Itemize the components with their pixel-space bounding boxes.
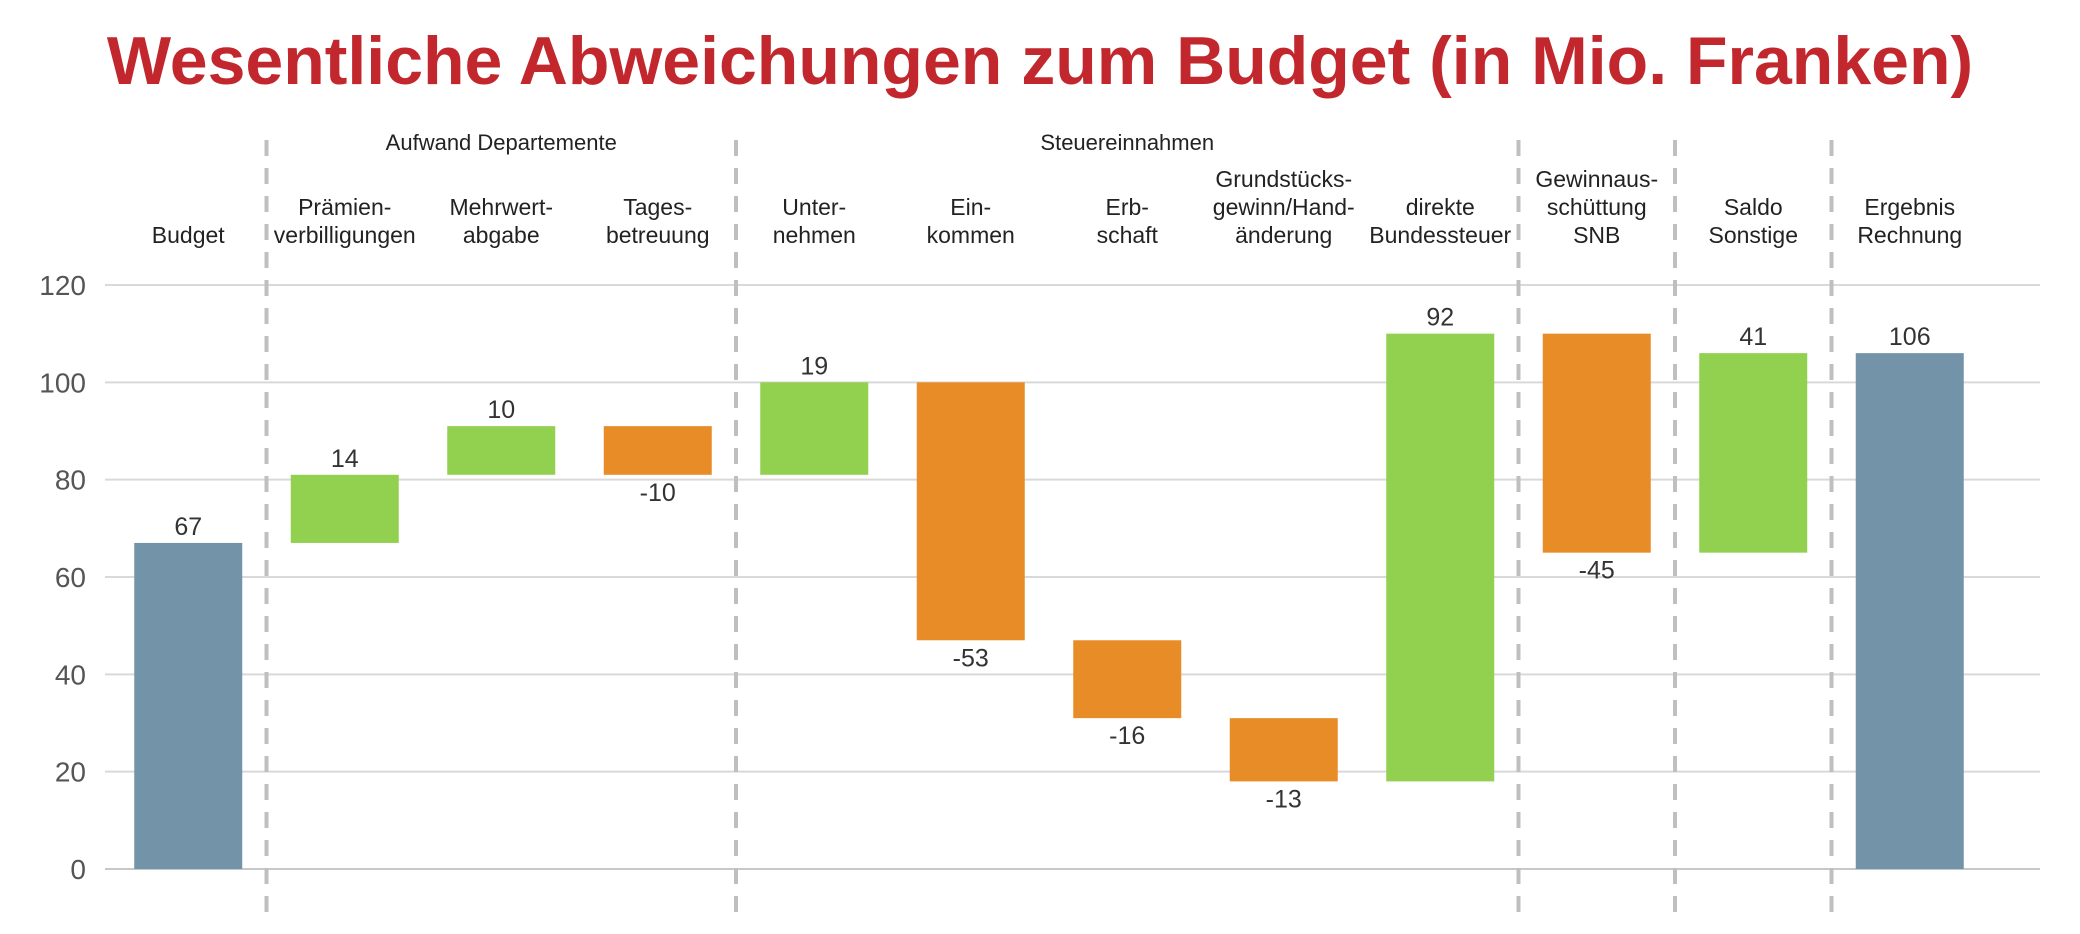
data-label-1: 14: [331, 445, 359, 473]
bar-0: [134, 542, 243, 869]
chart-title: Wesentliche Abweichungen zum Budget (in …: [106, 23, 1974, 99]
category-label-line: Tages-: [623, 194, 692, 220]
data-label-7: -13: [1266, 785, 1302, 813]
category-label-line: SNB: [1573, 222, 1620, 248]
y-tick-label: 40: [55, 659, 86, 690]
data-label-2: 10: [487, 396, 515, 424]
category-label-line: Rechnung: [1857, 222, 1962, 248]
category-label-line: Prämien-: [298, 194, 391, 220]
bar-8: [1386, 333, 1495, 782]
bars: [134, 333, 1964, 870]
y-tick-label: 20: [55, 757, 86, 788]
data-label-9: -45: [1579, 557, 1615, 585]
category-label-3: Tages-betreuung: [606, 194, 710, 248]
group-dividers: [264, 140, 1834, 922]
bar-10: [1699, 353, 1808, 553]
bar-2: [447, 426, 556, 475]
category-label-4: Unter-nehmen: [773, 194, 856, 248]
category-label-11: Ergebnis Rechnung: [1857, 194, 1962, 248]
data-label-11: 106: [1889, 323, 1931, 351]
category-label-line: Erb-: [1106, 194, 1149, 220]
bar-11: [1855, 353, 1964, 870]
data-label-0: 67: [174, 513, 202, 541]
category-label-5: Ein-kommen: [927, 194, 1015, 248]
category-label-line: Ein-: [950, 194, 991, 220]
category-label-line: Unter-: [782, 194, 846, 220]
category-label-line: Grundstücks-: [1215, 166, 1352, 192]
data-labels: 67 14 10 -10 19 -53 -16 -13 92 -45 41 106: [174, 304, 1930, 814]
category-label-line: schaft: [1097, 222, 1159, 248]
data-label-5: -53: [953, 644, 989, 672]
category-label-1: Prämien-verbilligungen: [274, 194, 416, 248]
category-label-line: Saldo: [1724, 194, 1783, 220]
group-labels: Aufwand Departemente Steuereinnahmen: [386, 130, 1214, 155]
category-label-line: Mehrwert-: [449, 194, 553, 220]
bar-5: [916, 382, 1025, 641]
category-label-line: änderung: [1235, 222, 1332, 248]
category-label-line: direkte: [1406, 194, 1475, 220]
bar-7: [1229, 718, 1338, 782]
group-label: Aufwand Departemente: [386, 130, 617, 155]
y-tick-label: 120: [39, 270, 86, 301]
category-label-line: gewinn/Hand-: [1213, 194, 1355, 220]
bar-4: [760, 382, 869, 475]
bar-6: [1073, 640, 1182, 719]
category-label-6: Erb-schaft: [1097, 194, 1159, 248]
bar-3: [603, 426, 712, 475]
category-label-line: schüttung: [1547, 194, 1647, 220]
category-labels: Budget Prämien-verbilligungen Mehrwert-abg…: [152, 166, 1962, 248]
bar-9: [1542, 333, 1651, 553]
category-label-line: nehmen: [773, 222, 856, 248]
category-label-0: Budget: [152, 222, 226, 248]
category-label-line: Sonstige: [1708, 222, 1798, 248]
category-label-line: Budget: [152, 222, 226, 248]
data-label-3: -10: [640, 479, 676, 507]
category-label-8: direkte Bundessteuer: [1369, 194, 1511, 248]
category-label-line: Bundessteuer: [1369, 222, 1511, 248]
category-label-line: verbilligungen: [274, 222, 416, 248]
category-label-line: betreuung: [606, 222, 710, 248]
y-tick-label: 100: [39, 367, 86, 398]
category-label-2: Mehrwert-abgabe: [449, 194, 553, 248]
data-label-8: 92: [1426, 304, 1454, 332]
group-label: Steuereinnahmen: [1040, 130, 1214, 155]
data-label-4: 19: [800, 352, 828, 380]
y-tick-label: 0: [70, 854, 86, 885]
category-label-9: Gewinnaus-schüttung SNB: [1535, 166, 1658, 248]
category-label-line: Gewinnaus-: [1535, 166, 1658, 192]
y-tick-label: 60: [55, 562, 86, 593]
category-label-line: Ergebnis: [1864, 194, 1955, 220]
category-label-7: Grundstücks-gewinn/Hand-änderung: [1213, 166, 1355, 248]
category-label-line: abgabe: [463, 222, 540, 248]
data-label-10: 41: [1739, 323, 1767, 351]
data-label-6: -16: [1109, 722, 1145, 750]
bar-1: [290, 474, 399, 543]
y-tick-label: 80: [55, 465, 86, 496]
category-label-line: kommen: [927, 222, 1015, 248]
y-axis-ticks: 0 20 40 60 80 100 120: [39, 270, 86, 885]
category-label-10: Saldo Sonstige: [1708, 194, 1798, 248]
